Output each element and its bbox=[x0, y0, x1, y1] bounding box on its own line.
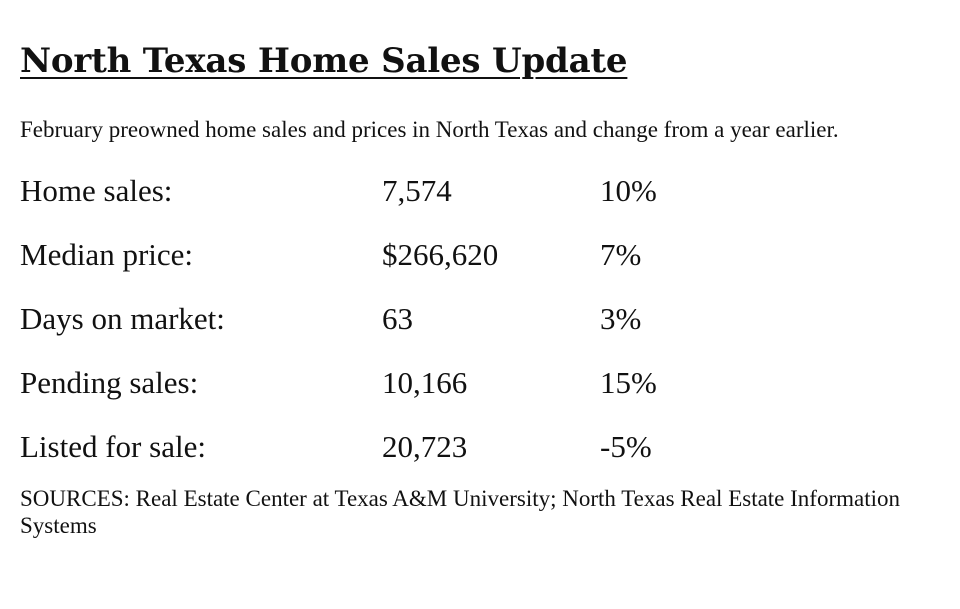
stat-label: Listed for sale: bbox=[20, 429, 206, 464]
stat-change: -5% bbox=[600, 429, 652, 464]
stat-value: 63 bbox=[382, 301, 413, 336]
stat-label: Home sales: bbox=[20, 173, 173, 208]
graphic-container: North Texas Home Sales Update February p… bbox=[20, 38, 940, 562]
stat-value: $266,620 bbox=[382, 237, 499, 272]
stat-value: 10,166 bbox=[382, 365, 468, 400]
stat-row-home-sales: Home sales: 7,574 10% bbox=[20, 159, 940, 223]
stat-row-listed-for-sale: Listed for sale: 20,723 -5% bbox=[20, 415, 940, 479]
stat-value: 20,723 bbox=[382, 429, 468, 464]
stats-table: Home sales: 7,574 10% Median price: $266… bbox=[20, 159, 940, 479]
stat-value: 7,574 bbox=[382, 173, 452, 208]
stat-change: 3% bbox=[600, 301, 642, 336]
stat-label: Median price: bbox=[20, 237, 194, 272]
stat-label: Pending sales: bbox=[20, 365, 199, 400]
stat-change: 10% bbox=[600, 173, 657, 208]
subtitle: February preowned home sales and prices … bbox=[20, 117, 839, 142]
stat-row-pending-sales: Pending sales: 10,166 15% bbox=[20, 351, 940, 415]
stat-row-median-price: Median price: $266,620 7% bbox=[20, 223, 940, 287]
stat-row-days-on-market: Days on market: 63 3% bbox=[20, 287, 940, 351]
sources-note: SOURCES: Real Estate Center at Texas A&M… bbox=[20, 486, 900, 538]
page-title: North Texas Home Sales Update bbox=[20, 41, 628, 81]
stat-label: Days on market: bbox=[20, 301, 225, 336]
stat-change: 15% bbox=[600, 365, 657, 400]
stat-change: 7% bbox=[600, 237, 642, 272]
